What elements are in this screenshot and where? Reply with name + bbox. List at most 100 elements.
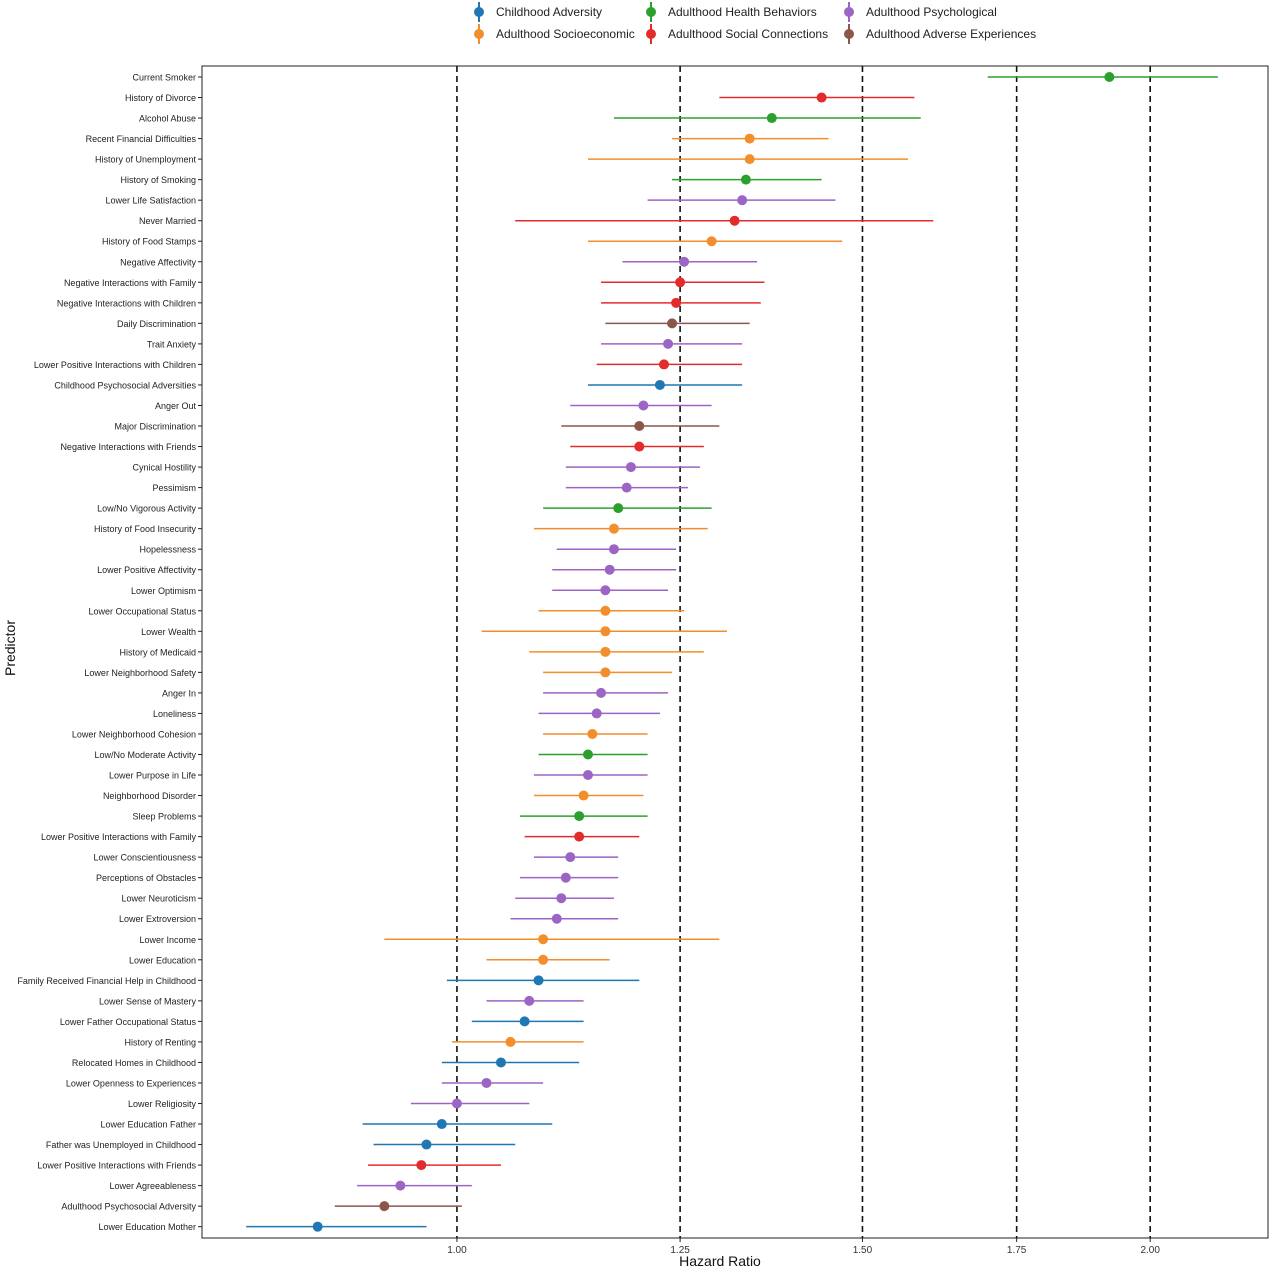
point-estimate <box>565 852 576 863</box>
point-estimate <box>744 154 755 165</box>
y-tick-label: Lower Occupational Status <box>88 606 196 616</box>
y-tick-label: Neighborhood Disorder <box>103 791 196 801</box>
point-estimate <box>737 195 748 206</box>
y-tick-label: Low/No Vigorous Activity <box>97 504 196 514</box>
legend: Childhood Adversity Adulthood Socioeconom… <box>462 0 1052 46</box>
point-estimate <box>574 831 585 842</box>
y-tick-label: History of Unemployment <box>95 155 197 165</box>
y-tick-label: Recent Financial Difficulties <box>86 134 197 144</box>
y-tick-label: Cynical Hostility <box>132 463 196 473</box>
x-tick-label: 1.00 <box>447 1245 467 1256</box>
point-estimate <box>379 1201 390 1212</box>
x-tick-label: 1.50 <box>853 1245 873 1256</box>
point-estimate <box>421 1139 432 1150</box>
y-tick-label: Lower Optimism <box>131 586 196 596</box>
point-estimate <box>533 975 544 986</box>
y-tick-label: Anger Out <box>155 401 197 411</box>
y-tick-label: Negative Interactions with Friends <box>60 442 196 452</box>
legend-label: Adulthood Psychological <box>866 5 997 19</box>
legend-item: Adulthood Socioeconomic <box>470 24 635 44</box>
point-estimate <box>671 297 682 308</box>
point-estimate <box>766 113 777 124</box>
point-estimate <box>312 1221 323 1232</box>
y-tick-label: Negative Affectivity <box>120 257 196 267</box>
y-tick-label: Lower Education <box>129 955 196 965</box>
point-estimate <box>604 564 615 575</box>
point-estimate <box>538 934 549 945</box>
y-tick-label: Loneliness <box>153 709 197 719</box>
point-estimate <box>596 687 607 698</box>
y-tick-label: Daily Discrimination <box>117 319 196 329</box>
y-tick-label: Negative Interactions with Family <box>64 278 197 288</box>
y-tick-label: Negative Interactions with Children <box>57 298 196 308</box>
y-tick-label: History of Smoking <box>120 175 196 185</box>
y-tick-label: Lower Positive Interactions with Family <box>41 832 197 842</box>
legend-item: Adulthood Adverse Experiences <box>840 24 1036 44</box>
y-tick-label: Anger In <box>162 688 196 698</box>
point-estimate <box>600 667 611 678</box>
y-tick-label: Lower Positive Interactions with Childre… <box>34 360 196 370</box>
y-tick-label: Lower Openness to Experiences <box>66 1078 197 1088</box>
y-tick-label: Lower Neighborhood Safety <box>84 668 196 678</box>
point-estimate <box>560 872 571 883</box>
y-tick-label: Relocated Homes in Childhood <box>72 1058 196 1068</box>
point-estimate <box>1104 72 1115 82</box>
point-estimate <box>729 215 740 226</box>
point-estimate <box>658 359 669 370</box>
point-estimate <box>706 236 717 247</box>
legend-label: Adulthood Socioeconomic <box>496 27 635 41</box>
y-tick-label: Lower Positive Interactions with Friends <box>37 1161 196 1171</box>
y-tick-label: History of Food Insecurity <box>94 524 197 534</box>
y-tick-label: Lower Father Occupational Status <box>60 1017 197 1027</box>
point-estimate <box>600 626 611 637</box>
legend-key <box>840 24 858 44</box>
y-tick-label: Lower Income <box>139 935 196 945</box>
x-tick-label: 2.00 <box>1140 1245 1160 1256</box>
point-estimate <box>816 92 827 103</box>
legend-item: Adulthood Social Connections <box>642 24 828 44</box>
point-estimate <box>574 811 585 822</box>
point-estimate <box>675 277 686 288</box>
x-tick-label: 1.75 <box>1007 1245 1027 1256</box>
y-tick-label: Lower Purpose in Life <box>109 771 196 781</box>
y-tick-label: Childhood Psychosocial Adversities <box>54 380 196 390</box>
point-estimate <box>613 503 624 514</box>
point-estimate <box>663 338 674 349</box>
y-tick-label: History of Renting <box>124 1037 196 1047</box>
y-tick-label: Father was Unemployed in Childhood <box>46 1140 196 1150</box>
point-estimate <box>587 728 598 739</box>
point-estimate <box>634 441 645 452</box>
y-tick-label: Lower Extroversion <box>119 914 196 924</box>
point-estimate <box>621 482 632 493</box>
y-tick-label: Family Received Financial Help in Childh… <box>17 976 196 986</box>
point-estimate <box>625 462 636 473</box>
y-tick-label: Lower Wealth <box>141 627 196 637</box>
point-estimate <box>578 790 589 801</box>
legend-key <box>470 24 488 44</box>
legend-key <box>470 2 488 22</box>
point-estimate <box>524 995 535 1006</box>
y-tick-label: Adulthood Psychosocial Adversity <box>61 1202 196 1212</box>
y-tick-label: Lower Neighborhood Cohesion <box>72 729 196 739</box>
x-tick-label: 1.25 <box>670 1245 690 1256</box>
legend-label: Adulthood Social Connections <box>668 27 829 41</box>
point-estimate <box>740 174 751 185</box>
legend-label: Adulthood Adverse Experiences <box>866 27 1037 41</box>
point-estimate <box>744 133 755 144</box>
point-estimate <box>451 1098 462 1109</box>
point-estimate <box>436 1119 447 1130</box>
point-estimate <box>667 318 678 329</box>
y-tick-label: Lower Agreeableness <box>109 1181 196 1191</box>
y-tick-label: History of Food Stamps <box>102 237 197 247</box>
y-tick-label: Lower Neuroticism <box>121 894 196 904</box>
point-estimate <box>551 913 562 924</box>
point-estimate <box>556 893 567 904</box>
y-tick-label: Lower Positive Affectivity <box>97 565 196 575</box>
legend-label: Adulthood Health Behaviors <box>668 5 817 19</box>
point-estimate <box>519 1016 530 1027</box>
y-tick-label: Lower Life Satisfaction <box>105 196 196 206</box>
y-tick-label: Major Discrimination <box>114 422 196 432</box>
point-estimate <box>634 421 645 432</box>
point-estimate <box>495 1057 506 1068</box>
